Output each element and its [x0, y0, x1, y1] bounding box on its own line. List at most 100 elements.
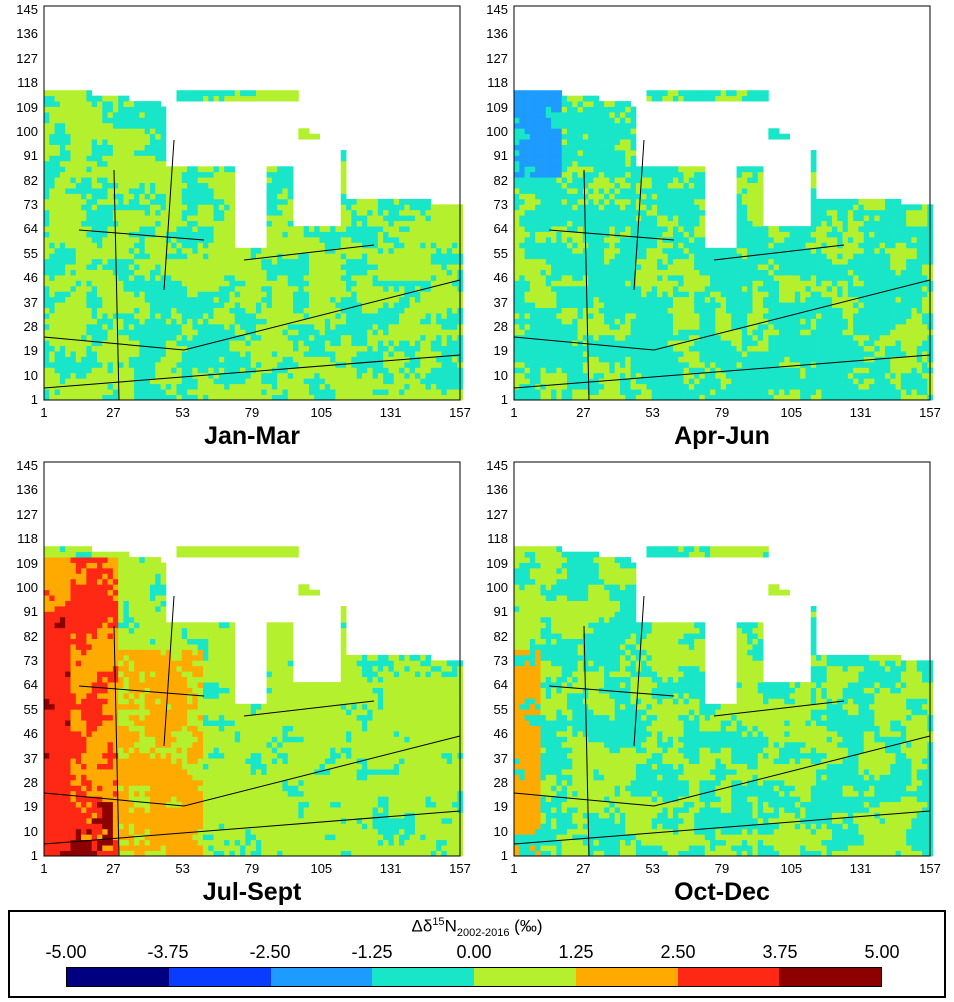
map-grid-cell	[123, 215, 130, 222]
map-grid-cell	[630, 334, 637, 341]
y-tick-label: 127	[16, 50, 38, 66]
map-grid-cell	[561, 378, 568, 385]
map-grid-cell	[377, 378, 384, 385]
map-grid-cell	[112, 133, 119, 140]
map-grid-cell	[545, 253, 552, 260]
map-grid-cell	[425, 383, 432, 390]
map-grid-cell	[187, 220, 193, 227]
map-grid-cell	[49, 215, 55, 222]
map-grid-cell	[314, 226, 320, 232]
map-grid-cell	[287, 193, 294, 200]
map-grid-cell	[240, 291, 246, 298]
map-grid-cell	[572, 356, 578, 363]
map-grid-cell	[234, 302, 241, 309]
map-grid-cell	[160, 247, 167, 254]
map-grid-cell	[409, 242, 416, 249]
map-grid-cell	[566, 177, 573, 184]
map-grid-cell	[524, 302, 531, 309]
map-grid-cell	[44, 133, 50, 140]
map-grid-cell	[54, 220, 61, 227]
map-grid-cell	[651, 242, 658, 249]
map-grid-cell	[165, 188, 172, 194]
map-grid-cell	[149, 329, 156, 336]
map-grid-cell	[545, 351, 552, 357]
map-grid-cell	[646, 204, 653, 211]
map-grid-cell	[54, 269, 61, 276]
map-grid-cell	[70, 383, 77, 390]
map-grid-cell	[107, 285, 114, 292]
map-grid-cell	[128, 236, 135, 243]
map-grid-cell	[187, 296, 193, 303]
map-grid-cell	[335, 258, 342, 265]
map-grid-cell	[70, 318, 77, 325]
map-grid-cell	[630, 160, 637, 167]
map-grid-cell	[535, 302, 541, 309]
map-grid-cell	[625, 220, 631, 227]
map-grid-cell	[187, 280, 193, 287]
map-grid-cell	[630, 275, 637, 281]
map-grid-cell	[324, 367, 331, 374]
map-grid-cell	[367, 356, 373, 363]
map-grid-cell	[409, 383, 416, 390]
map-grid-cell	[118, 269, 124, 276]
map-grid-cell	[75, 378, 82, 385]
map-grid-cell	[535, 160, 541, 167]
map-grid-cell	[176, 378, 183, 385]
map-grid-cell	[514, 166, 520, 173]
map-grid-cell	[271, 231, 278, 238]
map-grid-cell	[149, 296, 156, 303]
map-grid-cell	[572, 313, 578, 319]
map-grid-cell	[70, 394, 77, 401]
map-grid-cell	[598, 166, 605, 173]
map-grid-cell	[409, 269, 416, 276]
map-grid-cell	[383, 383, 389, 390]
map-grid-cell	[609, 160, 616, 167]
map-grid-cell	[335, 226, 342, 232]
map-grid-cell	[287, 345, 294, 352]
map-grid-cell	[609, 106, 616, 113]
map-grid-cell	[65, 345, 71, 352]
map-grid-cell	[139, 171, 146, 178]
map-grid-cell	[340, 307, 347, 314]
map-grid-cell	[314, 361, 320, 368]
map-grid-cell	[514, 220, 520, 227]
map-grid-cell	[139, 291, 146, 298]
map-grid-cell	[356, 361, 363, 368]
map-grid-cell	[609, 242, 616, 249]
map-grid-cell	[535, 204, 541, 211]
map-grid-cell	[588, 171, 594, 178]
map-grid-cell	[255, 340, 262, 347]
map-grid-cell	[271, 204, 278, 211]
map-grid-cell	[298, 128, 305, 135]
map-grid-cell	[572, 101, 578, 107]
map-grid-cell	[651, 258, 658, 265]
map-grid-cell	[107, 117, 114, 124]
map-grid-cell	[229, 291, 236, 298]
map-grid-cell	[224, 166, 230, 173]
map-grid-cell	[314, 334, 320, 341]
map-grid-cell	[351, 204, 358, 211]
map-grid-cell	[86, 394, 93, 401]
map-grid-cell	[271, 247, 278, 254]
map-grid-cell	[293, 291, 299, 298]
map-grid-cell	[44, 236, 50, 243]
map-grid-cell	[229, 389, 236, 395]
map-grid-cell	[65, 144, 71, 151]
map-grid-cell	[197, 318, 204, 325]
map-grid-cell	[582, 351, 589, 357]
map-grid-cell	[240, 280, 246, 287]
y-tick-label: 91	[23, 148, 38, 164]
map-grid-cell	[277, 340, 283, 347]
map-grid-cell	[271, 383, 278, 390]
map-grid-cell	[107, 122, 114, 129]
map-grid-cell	[139, 150, 146, 156]
map-grid-cell	[134, 378, 140, 385]
map-grid-cell	[372, 236, 379, 243]
map-grid-cell	[218, 198, 225, 205]
map-grid-cell	[202, 296, 209, 303]
map-grid-cell	[556, 160, 563, 167]
map-grid-cell	[192, 204, 199, 211]
map-grid-cell	[118, 160, 124, 167]
map-grid-cell	[625, 150, 631, 156]
map-grid-cell	[577, 198, 584, 205]
